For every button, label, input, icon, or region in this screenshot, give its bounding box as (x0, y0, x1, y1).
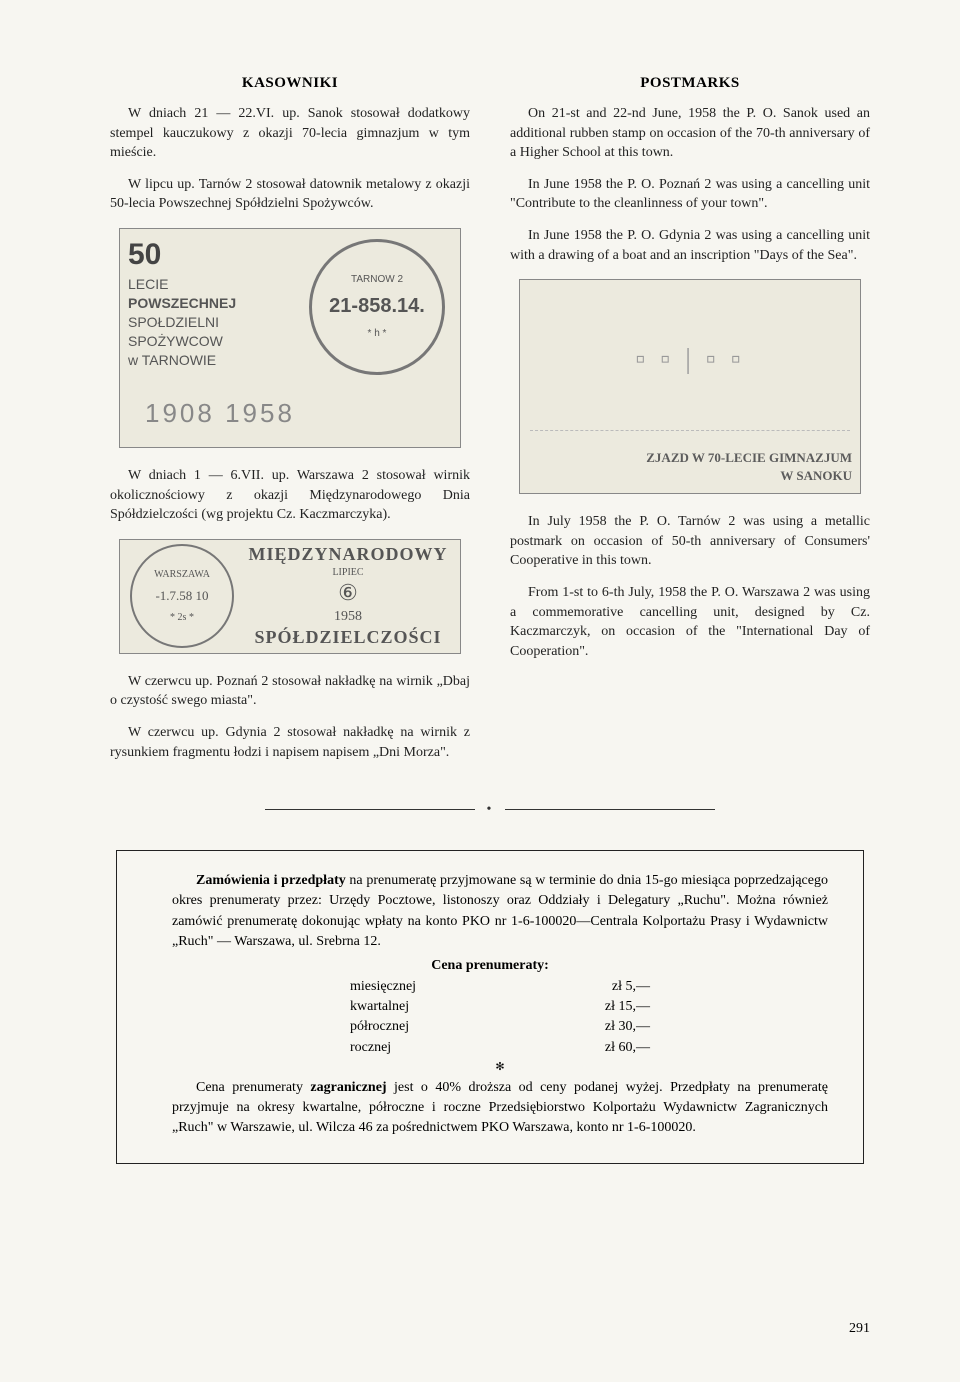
right-p3: In June 1958 the P. O. Gdynia 2 was usin… (510, 226, 870, 265)
stamp-warszawa: WARSZAWA -1.7.58 10 * 2s * MIĘDZYNARODOW… (119, 539, 461, 654)
stamp-warszawa-right: MIĘDZYNARODOWY LIPIEC ⑥ 1958 SPÓŁDZIELCZ… (246, 543, 450, 650)
star-separator: ✻ (172, 1060, 828, 1076)
stamp-sanok: ▫ ▫ | ▫ ▫ ZJAZD W 70-LECIE GIMNAZJUM W S… (519, 279, 861, 494)
stamp-warszawa-circle: WARSZAWA -1.7.58 10 * 2s * (130, 544, 234, 648)
right-p2: In June 1958 the P. O. Poznań 2 was usin… (510, 175, 870, 214)
price-heading: Cena prenumeraty: (152, 956, 828, 976)
price-row: kwartalnej zł 15,— (340, 997, 660, 1017)
stamp-tarnow-circle: TARNOW 2 21-858.14. * h * (309, 239, 445, 375)
sub-para-2: Cena prenumeraty zagranicznej jest o 40%… (172, 1078, 828, 1139)
two-columns: KASOWNIKI W dniach 21 — 22.VI. up. Sanok… (110, 75, 870, 774)
section-divider: • (110, 802, 870, 818)
heading-left: KASOWNIKI (110, 75, 470, 92)
right-p4: In July 1958 the P. O. Tarnów 2 was usin… (510, 512, 870, 571)
right-p1: On 21-st and 22-nd June, 1958 the P. O. … (510, 104, 870, 163)
page-number: 291 (849, 1321, 870, 1337)
left-column: KASOWNIKI W dniach 21 — 22.VI. up. Sanok… (110, 75, 470, 774)
right-p5: From 1-st to 6-th July, 1958 the P. O. W… (510, 583, 870, 661)
stamp-sanok-caption: ZJAZD W 70-LECIE GIMNAZJUM W SANOKU (646, 449, 852, 485)
heading-right: POSTMARKS (510, 75, 870, 92)
stamp-tarnow: 50 LECIE POWSZECHNEJ SPOŁDZIELNI SPOŻYWC… (119, 228, 461, 448)
right-column: POSTMARKS On 21-st and 22-nd June, 1958 … (510, 75, 870, 774)
price-row: miesięcznej zł 5,— (340, 977, 660, 997)
left-p4: W czerwcu up. Poznań 2 stosował nakładkę… (110, 672, 470, 711)
left-p5: W czerwcu up. Gdynia 2 stosował nakładkę… (110, 723, 470, 762)
sub-para-1: Zamówienia i przedpłaty na prenumeratę p… (172, 871, 828, 952)
left-p1: W dniach 21 — 22.VI. up. Sanok stosował … (110, 104, 470, 163)
subscription-box: Zamówienia i przedpłaty na prenumeratę p… (116, 850, 864, 1164)
left-p3: W dniach 1 — 6.VII. up. Warszawa 2 stoso… (110, 466, 470, 525)
price-row: rocznej zł 60,— (340, 1038, 660, 1058)
stamp-tarnow-text: 50 LECIE POWSZECHNEJ SPOŁDZIELNI SPOŻYWC… (128, 235, 236, 370)
stamp-sanok-sketch: ▫ ▫ | ▫ ▫ (530, 290, 850, 431)
price-row: półrocznej zł 30,— (340, 1017, 660, 1037)
price-table: miesięcznej zł 5,— kwartalnej zł 15,— pó… (340, 977, 660, 1058)
page: KASOWNIKI W dniach 21 — 22.VI. up. Sanok… (0, 0, 960, 1382)
left-p2: W lipcu up. Tarnów 2 stosował datownik m… (110, 175, 470, 214)
